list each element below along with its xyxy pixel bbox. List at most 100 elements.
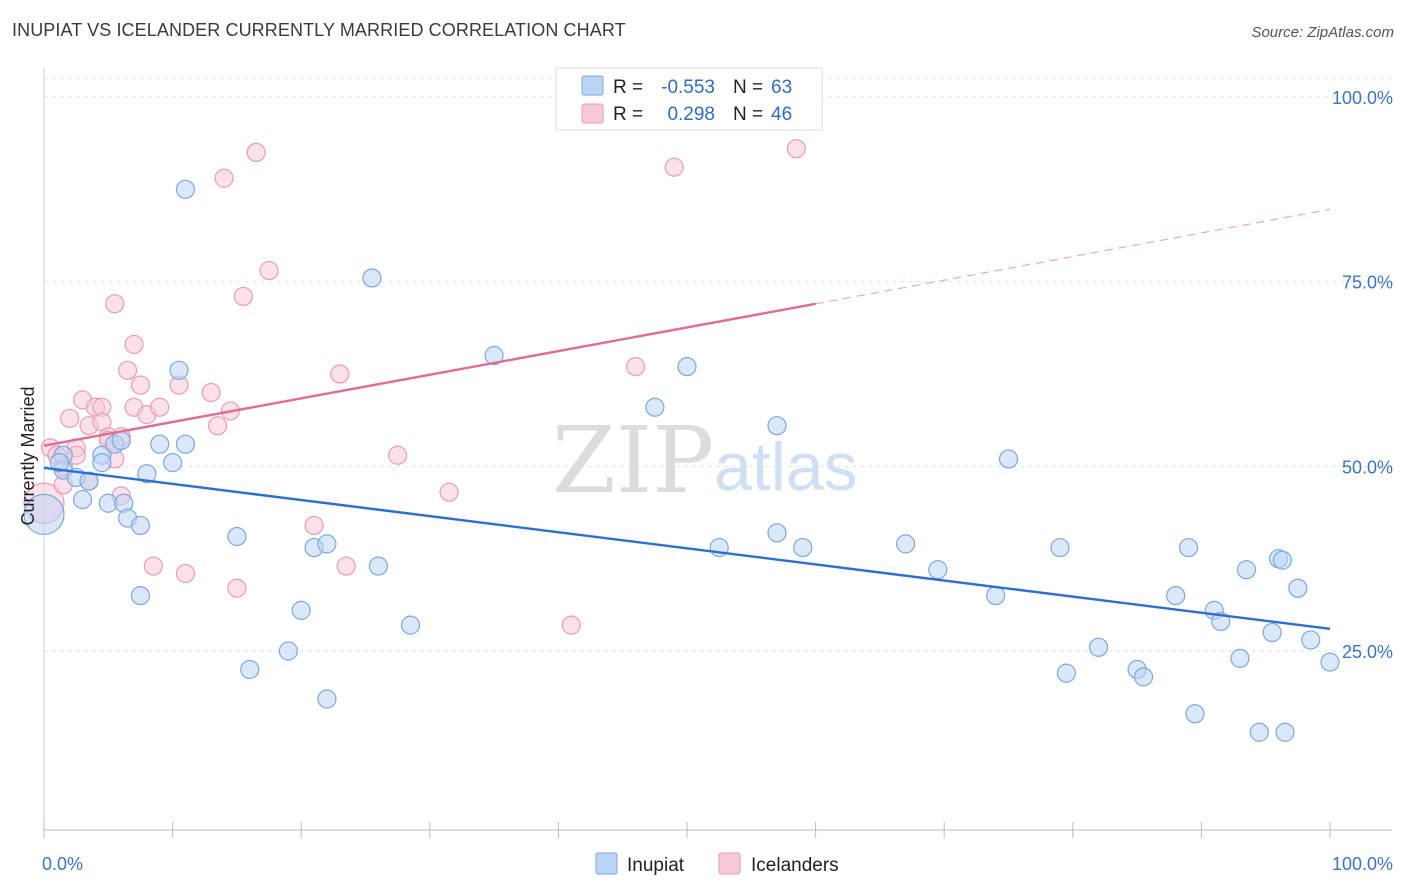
point-icelanders — [246, 142, 266, 162]
point-inupiat — [1272, 550, 1293, 570]
trend-line-icelanders-solid — [43, 302, 816, 447]
point-icelanders — [60, 408, 80, 428]
point-inupiat — [1262, 622, 1282, 643]
series-legend: Inupiat Icelanders — [595, 852, 839, 876]
point-inupiat — [227, 526, 247, 547]
point-icelanders — [124, 334, 144, 355]
point-inupiat — [163, 453, 183, 473]
point-icelanders — [439, 482, 459, 502]
point-inupiat — [130, 515, 151, 536]
point-inupiat — [484, 345, 504, 366]
legend-r-value-inupiat: -0.553 — [661, 77, 715, 98]
point-inupiat — [1133, 667, 1154, 687]
point-inupiat — [1178, 537, 1199, 558]
legend-swatch-icelanders — [581, 103, 604, 124]
legend-r-value-icelanders: 0.298 — [667, 104, 715, 125]
point-inupiat — [1288, 578, 1308, 598]
watermark: ZIP atlas — [552, 407, 858, 514]
point-icelanders — [664, 157, 684, 177]
point-inupiat — [362, 268, 382, 288]
point-inupiat — [793, 537, 813, 558]
point-inupiat — [645, 397, 665, 417]
point-icelanders — [143, 556, 163, 576]
point-inupiat — [1211, 611, 1231, 632]
point-icelanders — [304, 515, 324, 536]
point-inupiat — [23, 493, 65, 535]
point-inupiat — [317, 689, 337, 709]
stats-legend: R = -0.553 N = 63 R = 0.298 N = 46 — [555, 67, 823, 131]
point-inupiat — [1236, 560, 1257, 580]
point-inupiat — [130, 585, 151, 606]
chart-title: INUPIAT VS ICELANDER CURRENTLY MARRIED C… — [12, 20, 626, 40]
point-icelanders — [561, 615, 581, 635]
point-inupiat — [1166, 585, 1186, 606]
point-inupiat — [896, 534, 916, 554]
point-icelanders — [786, 139, 806, 159]
point-icelanders — [625, 357, 646, 377]
point-inupiat — [400, 615, 421, 635]
point-inupiat — [998, 449, 1019, 469]
legend-r-label-inupiat: R = — [613, 77, 643, 98]
point-icelanders — [227, 578, 247, 598]
point-inupiat — [1050, 537, 1070, 558]
x-tick-label: 0.0% — [42, 854, 83, 874]
point-icelanders — [330, 364, 350, 384]
point-icelanders — [130, 375, 151, 395]
point-inupiat — [928, 560, 948, 580]
point-inupiat — [92, 453, 112, 473]
gridlines — [44, 77, 1392, 652]
point-inupiat — [79, 471, 99, 491]
y-tick-labels: 100.0% 75.0% 50.0% 25.0% — [1332, 88, 1393, 662]
point-icelanders — [233, 286, 253, 307]
legend-swatch-inupiat — [581, 75, 604, 96]
point-inupiat — [677, 357, 697, 377]
point-inupiat — [1185, 704, 1205, 724]
point-inupiat — [1056, 663, 1076, 683]
point-inupiat — [1320, 652, 1340, 672]
point-inupiat — [317, 534, 337, 554]
point-icelanders — [336, 556, 356, 576]
x-tick-label: 100.0% — [1332, 854, 1393, 874]
series-legend-label-icelanders: Icelanders — [751, 855, 839, 876]
point-icelanders — [150, 397, 170, 417]
point-inupiat — [767, 523, 787, 543]
point-inupiat — [137, 464, 157, 484]
point-icelanders — [105, 294, 125, 314]
point-inupiat — [986, 585, 1006, 606]
point-inupiat — [150, 434, 170, 454]
trend-line-icelanders-dashed — [815, 208, 1331, 305]
point-inupiat — [169, 360, 189, 380]
point-icelanders — [208, 416, 228, 436]
point-inupiat — [49, 453, 70, 473]
legend-n-label-inupiat: N = — [733, 77, 763, 98]
point-inupiat — [368, 556, 388, 576]
watermark-zip: ZIP — [552, 407, 714, 514]
point-inupiat — [278, 641, 298, 661]
x-tick-labels: 0.0% 100.0% — [42, 854, 1393, 874]
trend-line-inupiat-solid — [43, 466, 1331, 631]
point-icelanders — [214, 168, 234, 188]
point-inupiat — [1301, 630, 1321, 650]
legend-n-value-icelanders: 46 — [771, 104, 792, 125]
point-inupiat — [1275, 722, 1295, 742]
series-legend-swatch-icelanders — [718, 852, 741, 875]
point-icelanders — [259, 260, 279, 281]
series-legend-swatch-inupiat — [595, 852, 618, 875]
series-legend-label-inupiat: Inupiat — [627, 855, 685, 876]
legend-r-label-icelanders: R = — [613, 104, 643, 125]
y-axis-label: Currently Married — [18, 386, 38, 525]
point-inupiat — [1230, 648, 1250, 668]
y-tick-label: 25.0% — [1342, 642, 1393, 662]
watermark-atlas: atlas — [714, 429, 858, 505]
source-credit: Source: ZipAtlas.com — [1251, 24, 1394, 41]
point-inupiat — [72, 489, 93, 510]
point-icelanders — [175, 563, 196, 584]
point-inupiat — [175, 434, 196, 454]
point-inupiat — [1249, 722, 1269, 742]
point-inupiat — [767, 416, 787, 436]
y-tick-label: 75.0% — [1342, 273, 1393, 293]
y-tick-label: 50.0% — [1342, 457, 1393, 477]
point-inupiat — [291, 600, 311, 620]
point-inupiat — [1088, 637, 1109, 657]
